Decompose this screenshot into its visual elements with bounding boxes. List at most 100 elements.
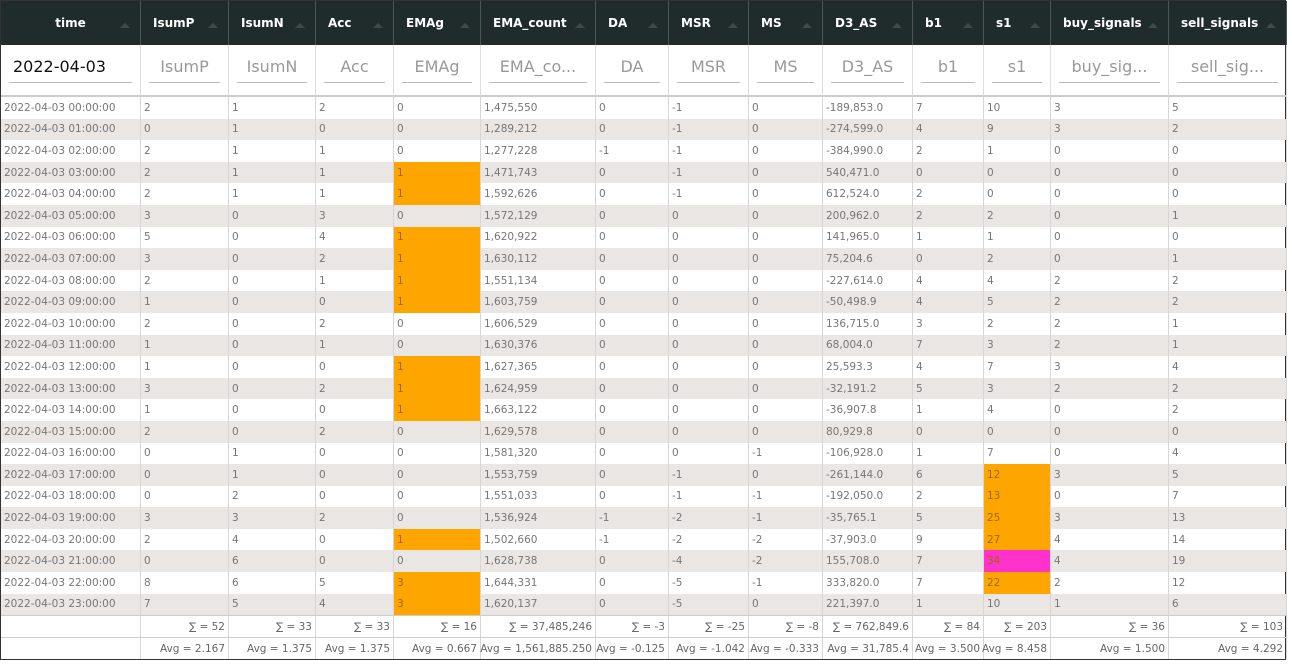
column-header[interactable]: sell_signals [1169,1,1287,45]
filter-input[interactable]: Acc [324,57,385,83]
column-header[interactable]: DA [596,1,669,45]
column-header[interactable]: IsumN [229,1,316,45]
table-cell: 2022-04-03 22:00:00 [1,572,141,594]
table-cell: 2022-04-03 16:00:00 [1,442,141,465]
table-cell: 0 [394,312,481,335]
table-cell: 1,663,122 [481,399,596,421]
table-cell: 0 [1051,248,1169,270]
table-cell: 612,524.0 [823,183,913,205]
average-cell: Avg = 4.292 [1169,637,1287,660]
table-cell: 0 [229,226,316,249]
table-cell: 1 [394,183,481,205]
table-cell: -2 [669,528,749,551]
table-cell: 1 [913,226,984,249]
table-cell: 0 [1051,161,1169,184]
table-cell: 0 [394,140,481,162]
table-cell: 0 [394,420,481,443]
table-cell: 0 [984,183,1051,205]
table-cell: 4 [1169,356,1287,378]
table-cell: 1 [1169,248,1287,270]
column-header[interactable]: b1 [913,1,984,45]
table-cell: 0 [229,399,316,421]
table-cell: 1,629,578 [481,420,596,443]
filter-input[interactable]: D3_AS [831,57,904,83]
table-cell: 0 [984,420,1051,443]
table-cell: 0 [669,420,749,443]
table-cell: 25 [984,507,1051,529]
table-cell: -274,599.0 [823,118,913,141]
table-cell: 19 [1169,550,1287,573]
column-header[interactable]: buy_signals [1051,1,1169,45]
table-cell: 7 [913,97,984,119]
table-cell: 0 [749,183,823,205]
average-cell: Avg = 2.167 [141,637,229,660]
filter-input[interactable]: EMAg [402,57,472,83]
table-cell: 0 [394,204,481,227]
column-header[interactable]: MSR [669,1,749,45]
table-cell: 8 [141,572,229,594]
table-cell: 7 [984,356,1051,378]
table-cell: 6 [913,464,984,486]
filter-input[interactable]: MS [757,57,814,83]
table-cell: 5 [141,226,229,249]
table-cell: 0 [749,377,823,400]
sum-cell: ∑ = 52 [141,615,229,638]
column-header[interactable]: s1 [984,1,1051,45]
table-cell: 4 [1051,550,1169,573]
column-header[interactable]: MS [749,1,823,45]
table-cell: 0 [394,550,481,573]
column-header[interactable]: time [1,1,141,45]
filter-input[interactable]: buy_sig... [1059,57,1160,83]
table-cell: 3 [1051,464,1169,486]
column-header[interactable]: EMAg [394,1,481,45]
table-cell: 1 [984,140,1051,162]
filter-cell: DA [596,45,669,97]
filter-input[interactable]: s1 [992,57,1042,83]
filter-input[interactable]: MSR [677,57,740,83]
filter-input[interactable]: IsumN [237,57,307,83]
average-cell: Avg = 8.458 [982,637,1051,660]
table-cell: 1 [394,269,481,292]
column-header[interactable]: D3_AS [823,1,913,45]
table-cell: 0 [669,248,749,270]
table-cell: 155,708.0 [823,550,913,573]
filter-input[interactable]: EMA_co... [489,57,587,83]
table-cell: -1 [669,161,749,184]
table-cell: 0 [394,485,481,508]
sum-cell: ∑ = 33 [316,615,394,638]
filter-cell: IsumP [141,45,229,97]
table-cell: 1 [316,183,394,205]
table-cell: 3 [229,507,316,529]
table-cell: 0 [1051,140,1169,162]
table-cell: 6 [229,572,316,594]
filter-input[interactable]: 2022-04-03 [9,57,132,83]
filter-input[interactable]: b1 [921,57,975,83]
table-cell: -5 [669,572,749,594]
table-cell: 200,962.0 [823,204,913,227]
table-cell: -192,050.0 [823,485,913,508]
column-header[interactable]: IsumP [141,1,229,45]
table-cell: -1 [749,442,823,465]
filter-input[interactable]: sell_sig... [1177,57,1278,83]
table-cell: 0 [669,377,749,400]
column-header[interactable]: EMA_count [481,1,596,45]
filter-cell: MSR [669,45,749,97]
table-cell: 2 [913,140,984,162]
filter-input[interactable]: DA [604,57,660,83]
table-cell: 1 [394,528,481,551]
column-header[interactable]: Acc [316,1,394,45]
table-cell: 4 [1169,442,1287,465]
table-cell: 3 [913,312,984,335]
table-cell: -1 [596,528,669,551]
table-cell: 1 [913,593,984,616]
table-cell: 0 [1051,420,1169,443]
table-cell: 12 [1169,572,1287,594]
table-cell: 4 [316,226,394,249]
table-cell: 1 [394,226,481,249]
filter-cell: IsumN [229,45,316,97]
table-cell: 0 [596,312,669,335]
filter-input[interactable]: IsumP [149,57,220,83]
table-cell: 1 [394,356,481,378]
table-cell: 3 [141,248,229,270]
table-cell: 2022-04-03 17:00:00 [1,464,141,486]
